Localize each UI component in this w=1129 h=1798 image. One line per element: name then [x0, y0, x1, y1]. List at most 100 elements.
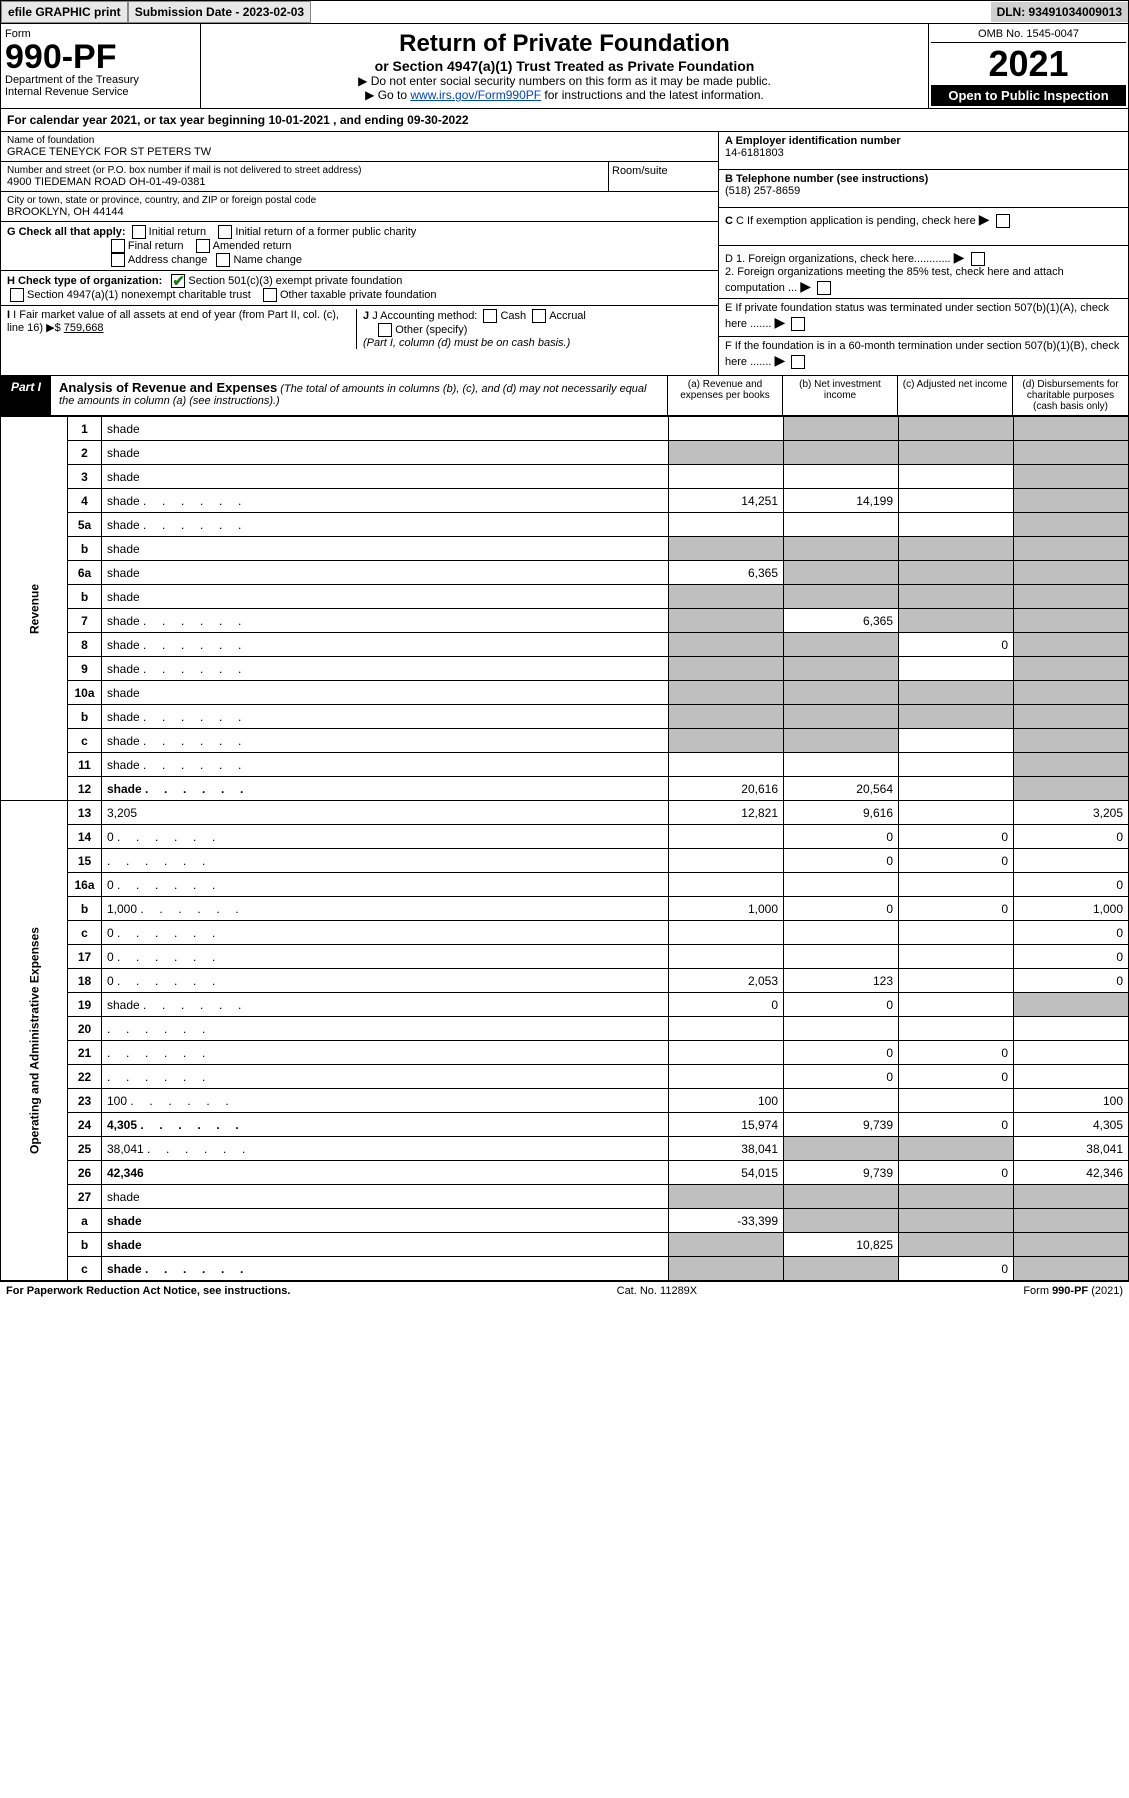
checkbox-amended[interactable]: [196, 239, 210, 253]
table-cell: 0: [1014, 921, 1129, 945]
table-cell: [784, 705, 899, 729]
table-cell: 123: [784, 969, 899, 993]
identity-section: Name of foundation GRACE TENEYCK FOR ST …: [0, 132, 1129, 376]
table-row: 20 . . . . . .: [1, 1017, 1129, 1041]
dept: Department of the Treasury: [5, 74, 196, 86]
checkbox-other-taxable[interactable]: [263, 288, 277, 302]
table-cell: 6,365: [669, 561, 784, 585]
table-cell: [669, 1017, 784, 1041]
table-cell: [784, 1209, 899, 1233]
line-number: 3: [68, 465, 102, 489]
line-number: 10a: [68, 681, 102, 705]
table-cell: [1014, 1185, 1129, 1209]
table-cell: [784, 1089, 899, 1113]
line-description: shade . . . . . .: [102, 729, 669, 753]
line-number: b: [68, 1233, 102, 1257]
line-number: 5a: [68, 513, 102, 537]
table-cell: [899, 1233, 1014, 1257]
table-row: 7shade . . . . . .6,365: [1, 609, 1129, 633]
section-j: J J Accounting method: Cash Accrual Othe…: [356, 309, 712, 349]
line-number: 8: [68, 633, 102, 657]
table-cell: [784, 873, 899, 897]
table-cell: [899, 705, 1014, 729]
table-cell: [784, 465, 899, 489]
table-cell: 4,305: [1014, 1113, 1129, 1137]
table-cell: [669, 657, 784, 681]
line-description: shade . . . . . .: [102, 753, 669, 777]
table-cell: [669, 945, 784, 969]
table-row: bshade: [1, 585, 1129, 609]
table-cell: 0: [899, 1257, 1014, 1281]
checkbox-foreign-org[interactable]: [971, 252, 985, 266]
table-cell: [669, 921, 784, 945]
addr-label: Number and street (or P.O. box number if…: [7, 165, 602, 176]
name-label: Name of foundation: [7, 135, 712, 146]
line-description: shade: [102, 1185, 669, 1209]
table-cell: [784, 945, 899, 969]
year-block: OMB No. 1545-0047 2021 Open to Public In…: [928, 24, 1128, 108]
table-cell: 3,205: [1014, 801, 1129, 825]
checkbox-cash[interactable]: [483, 309, 497, 323]
checkbox-terminated[interactable]: [791, 317, 805, 331]
line-number: 23: [68, 1089, 102, 1113]
checkbox-name-change[interactable]: [216, 253, 230, 267]
table-row: 2642,34654,0159,739042,346: [1, 1161, 1129, 1185]
line-number: 21: [68, 1041, 102, 1065]
fmv-value: 759,668: [64, 322, 104, 334]
form-header: Form 990-PF Department of the Treasury I…: [0, 24, 1129, 109]
checkbox-accrual[interactable]: [532, 309, 546, 323]
table-cell: [784, 657, 899, 681]
checkbox-other-method[interactable]: [378, 323, 392, 337]
table-cell: 0: [784, 1065, 899, 1089]
table-cell: [784, 561, 899, 585]
table-row: 9shade . . . . . .: [1, 657, 1129, 681]
table-row: 23100 . . . . . .100100: [1, 1089, 1129, 1113]
line-number: 6a: [68, 561, 102, 585]
line-number: 24: [68, 1113, 102, 1137]
column-headers: (a) Revenue and expenses per books (b) N…: [667, 376, 1128, 415]
table-row: 140 . . . . . .000: [1, 825, 1129, 849]
part1-header: Part I Analysis of Revenue and Expenses …: [0, 376, 1129, 416]
line-description: 0 . . . . . .: [102, 825, 669, 849]
checkbox-60month[interactable]: [791, 355, 805, 369]
room-suite-label: Room/suite: [608, 162, 718, 191]
part1-tab: Part I: [1, 376, 51, 415]
table-cell: [669, 873, 784, 897]
checkbox-85pct[interactable]: [817, 281, 831, 295]
table-cell: 0: [784, 897, 899, 921]
line-description: shade: [102, 417, 669, 441]
form-instructions-link[interactable]: www.irs.gov/Form990PF: [410, 88, 541, 102]
table-cell: [1014, 489, 1129, 513]
table-cell: 9,739: [784, 1161, 899, 1185]
table-cell: [1014, 705, 1129, 729]
efile-print-button[interactable]: efile GRAPHIC print: [1, 1, 128, 23]
line-description: . . . . . .: [102, 1065, 669, 1089]
checkbox-501c3[interactable]: [171, 274, 185, 288]
checkbox-4947a1[interactable]: [10, 288, 24, 302]
street-address: 4900 TIEDEMAN ROAD OH-01-49-0381: [7, 176, 602, 188]
ein-label: A Employer identification number: [725, 135, 901, 147]
table-cell: [899, 729, 1014, 753]
table-row: 5ashade . . . . . .: [1, 513, 1129, 537]
table-cell: 38,041: [1014, 1137, 1129, 1161]
table-cell: 1,000: [1014, 897, 1129, 921]
table-cell: [784, 417, 899, 441]
checkbox-exemption-pending[interactable]: [996, 214, 1010, 228]
checkbox-initial-public[interactable]: [218, 225, 232, 239]
table-row: ashade-33,399: [1, 1209, 1129, 1233]
table-cell: 42,346: [1014, 1161, 1129, 1185]
line-description: 0 . . . . . .: [102, 969, 669, 993]
line-number: 25: [68, 1137, 102, 1161]
checkbox-initial-return[interactable]: [132, 225, 146, 239]
table-cell: [899, 561, 1014, 585]
table-row: 4shade . . . . . .14,25114,199: [1, 489, 1129, 513]
line-number: c: [68, 921, 102, 945]
table-cell: [669, 609, 784, 633]
table-cell: 0: [899, 633, 1014, 657]
table-cell: [669, 1233, 784, 1257]
checkbox-address-change[interactable]: [111, 253, 125, 267]
line-number: c: [68, 1257, 102, 1281]
table-row: cshade . . . . . .0: [1, 1257, 1129, 1281]
checkbox-final-return[interactable]: [111, 239, 125, 253]
table-cell: [1014, 993, 1129, 1017]
